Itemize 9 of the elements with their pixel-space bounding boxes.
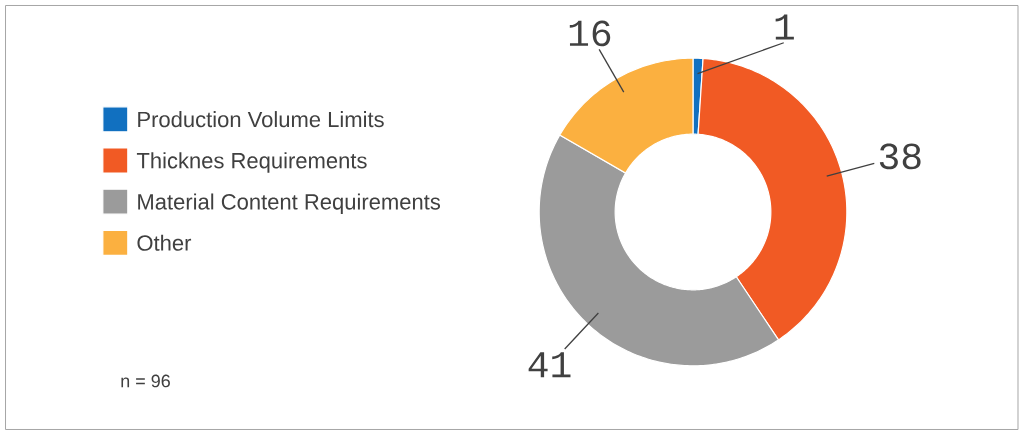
legend-label: Production Volume Limits	[138, 111, 384, 128]
data-label: 1	[775, 14, 794, 40]
legend-label: Material Content Requirements	[138, 193, 441, 214]
data-label: 16	[569, 20, 611, 47]
legend-label: Other	[137, 234, 192, 251]
data-label: 38	[879, 143, 921, 170]
data-label: 41	[528, 352, 571, 378]
text: n = 96	[121, 374, 170, 388]
legend-label: Thicknes Requirements	[136, 152, 367, 173]
